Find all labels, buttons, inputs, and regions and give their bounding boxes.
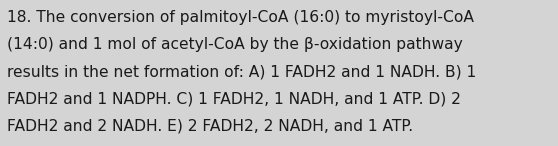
Text: FADH2 and 1 NADPH. C) 1 FADH2, 1 NADH, and 1 ATP. D) 2: FADH2 and 1 NADPH. C) 1 FADH2, 1 NADH, a… [7,91,461,106]
Text: results in the net formation of: A) 1 FADH2 and 1 NADH. B) 1: results in the net formation of: A) 1 FA… [7,64,477,79]
Text: 18. The conversion of palmitoyl-CoA (16:0) to myristoyl-CoA: 18. The conversion of palmitoyl-CoA (16:… [7,10,474,25]
Text: (14:0) and 1 mol of acetyl-CoA by the β-oxidation pathway: (14:0) and 1 mol of acetyl-CoA by the β-… [7,37,463,52]
Text: FADH2 and 2 NADH. E) 2 FADH2, 2 NADH, and 1 ATP.: FADH2 and 2 NADH. E) 2 FADH2, 2 NADH, an… [7,118,413,133]
